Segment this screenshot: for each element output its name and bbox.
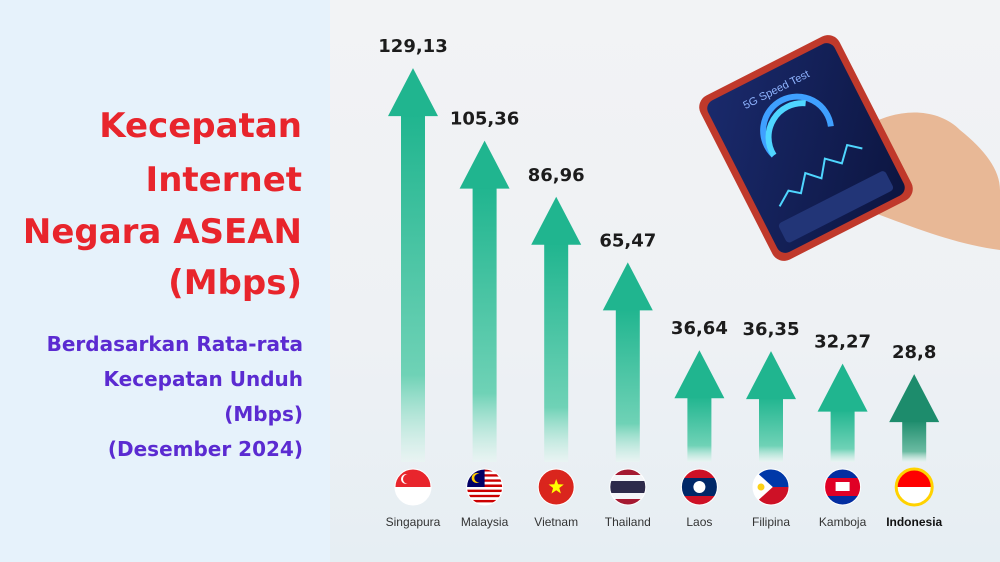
laos-flag [680,468,718,506]
vietnam-flag [537,468,575,506]
smartphone: 5G Speed Test [699,35,913,261]
category-label: Malaysia [461,515,509,529]
speed-gauge-fill [765,100,806,158]
value-label: 65,47 [599,230,656,251]
subtitle-line-4: (Desember 2024) [107,437,303,461]
cambodia-flag [824,468,862,506]
value-label: 28,8 [892,342,936,363]
phone-stats-bar [778,171,894,243]
speed-gauge [760,93,834,158]
value-label: 36,35 [743,319,800,340]
title-line-2: Internet [145,160,302,200]
bar-arrow-shaft [472,186,497,463]
value-label: 36,64 [671,318,728,339]
indonesia-flag [894,467,934,507]
bar-arrow-shaft [401,114,425,462]
value-label: 129,13 [378,36,447,57]
category-label: Vietnam [534,515,578,529]
bar-arrow-head [746,351,796,400]
value-label: 105,36 [450,109,519,130]
category-label: Filipina [752,515,790,529]
philippines-flag [752,468,790,506]
category-label: Laos [686,515,712,529]
speed-graph [778,143,863,207]
bar-arrow-shaft [830,409,855,462]
bar-arrow-head [889,374,940,423]
phone-illustration: 5G Speed Test [699,35,1000,261]
bar-arrow-shaft [615,308,640,462]
bar-arrow-head [817,363,868,412]
category-label: Indonesia [886,515,942,529]
category-label: Singapura [386,515,441,529]
value-label: 32,27 [814,332,871,353]
title-line-4: (Mbps) [168,263,302,303]
subtitle-line-3: (Mbps) [224,402,303,426]
bar-arrow-head [388,68,438,117]
bar-arrow-shaft [687,396,712,462]
category-label: Thailand [605,515,651,529]
chart-background [330,0,1000,562]
bar-arrow-head [602,262,653,311]
singapore-flag [394,468,432,506]
category-label: Kamboja [819,515,867,529]
bar-arrow-head [674,350,725,399]
bar-arrow-shaft [902,420,927,462]
bar-arrow-shaft [759,397,783,462]
malaysia-flag [466,468,504,506]
title-line-1: Kecepatan [99,106,302,146]
bar-arrow-head [459,140,510,189]
title-line-3: Negara ASEAN [22,212,302,252]
chart-marks: 129,13 Singapura 105,36 Malaysia 86,96 Vietna… [378,36,942,529]
left-panel [0,0,330,562]
subtitle-line-2: Kecepatan Unduh [103,367,303,391]
value-label: 86,96 [528,165,585,186]
bar-arrow-shaft [544,242,569,462]
bar-arrow-head [531,196,582,245]
subtitle-line-1: Berdasarkan Rata-rata [46,332,303,356]
thailand-flag [609,468,647,506]
